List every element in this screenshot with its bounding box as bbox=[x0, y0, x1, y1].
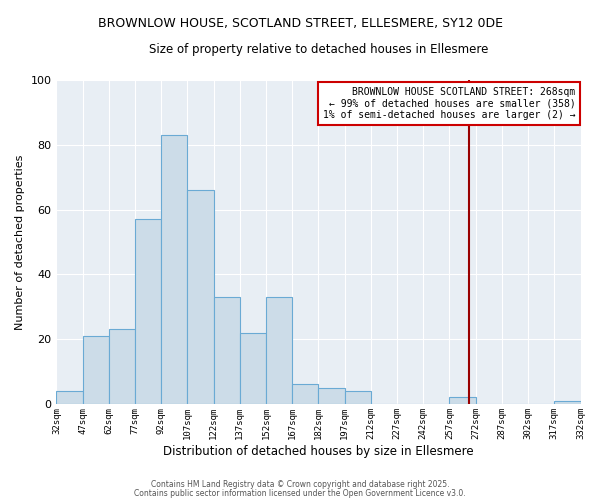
Text: BROWNLOW HOUSE, SCOTLAND STREET, ELLESMERE, SY12 0DE: BROWNLOW HOUSE, SCOTLAND STREET, ELLESME… bbox=[97, 18, 503, 30]
Bar bbox=[135, 220, 161, 404]
Bar bbox=[214, 297, 240, 404]
Bar bbox=[56, 391, 83, 404]
Bar bbox=[187, 190, 214, 404]
Y-axis label: Number of detached properties: Number of detached properties bbox=[15, 154, 25, 330]
Bar bbox=[344, 391, 371, 404]
Text: Contains public sector information licensed under the Open Government Licence v3: Contains public sector information licen… bbox=[134, 488, 466, 498]
Text: Contains HM Land Registry data © Crown copyright and database right 2025.: Contains HM Land Registry data © Crown c… bbox=[151, 480, 449, 489]
Title: Size of property relative to detached houses in Ellesmere: Size of property relative to detached ho… bbox=[149, 42, 488, 56]
Bar bbox=[109, 330, 135, 404]
Bar bbox=[161, 136, 187, 404]
Bar bbox=[319, 388, 344, 404]
Bar bbox=[554, 400, 581, 404]
Bar bbox=[292, 384, 319, 404]
Bar bbox=[240, 332, 266, 404]
Bar bbox=[449, 398, 476, 404]
Bar bbox=[83, 336, 109, 404]
Text: BROWNLOW HOUSE SCOTLAND STREET: 268sqm
← 99% of detached houses are smaller (358: BROWNLOW HOUSE SCOTLAND STREET: 268sqm ←… bbox=[323, 87, 575, 120]
X-axis label: Distribution of detached houses by size in Ellesmere: Distribution of detached houses by size … bbox=[163, 444, 474, 458]
Bar bbox=[266, 297, 292, 404]
